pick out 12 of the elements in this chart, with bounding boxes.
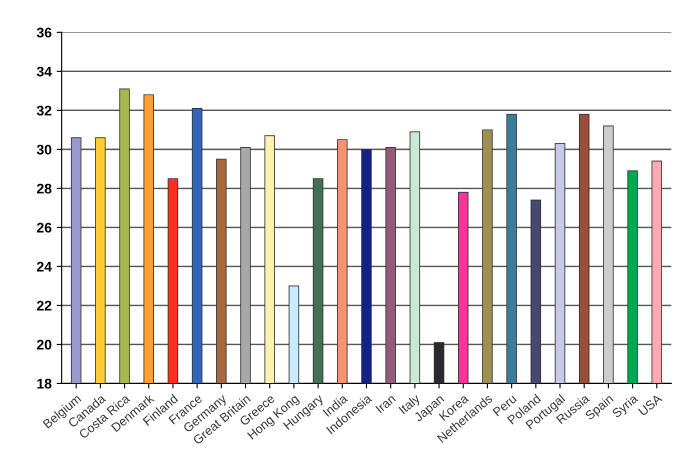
y-tick-label: 34 xyxy=(36,66,52,77)
x-tick-label: USA xyxy=(638,393,663,416)
y-tick-label: 20 xyxy=(36,340,52,350)
x-tick-label: Iran xyxy=(375,394,396,414)
y-tick-label: 24 xyxy=(36,262,52,272)
y-tick-label: 28 xyxy=(36,184,52,194)
y-tick-label: 18 xyxy=(37,378,52,389)
y-tick-label: 26 xyxy=(36,222,52,233)
y-tick-label: 22 xyxy=(36,300,52,310)
y-tick-label: 36 xyxy=(36,28,52,38)
y-tick-label: 32 xyxy=(36,106,52,116)
y-tick-label: 30 xyxy=(36,144,52,155)
